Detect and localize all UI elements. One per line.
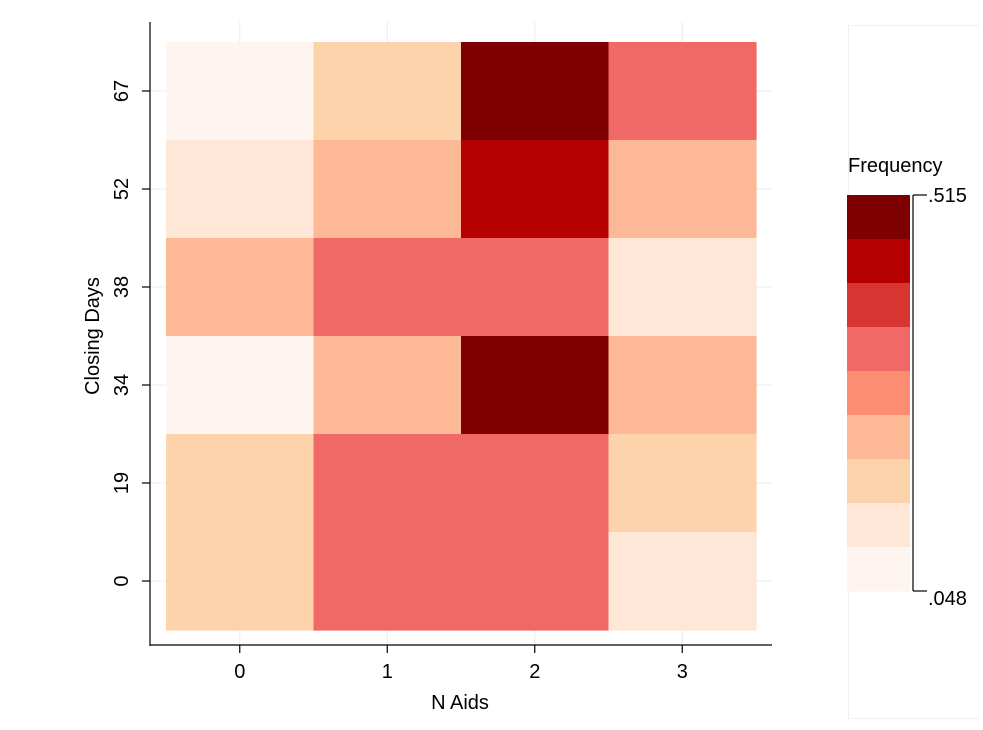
- heatmap-cell: [461, 140, 610, 239]
- heatmap-cell: [461, 434, 610, 533]
- heatmap-cell: [166, 238, 315, 337]
- y-tick-label: 38: [111, 276, 133, 298]
- y-tick-label: 34: [111, 374, 133, 396]
- heatmap-cell: [461, 42, 610, 141]
- heatmap-cell: [166, 140, 315, 239]
- heatmap-cell: [166, 434, 315, 533]
- legend-swatch: [847, 239, 910, 284]
- legend-swatch: [847, 371, 910, 416]
- heatmap-cell: [608, 434, 757, 533]
- legend-swatch: [847, 503, 910, 548]
- legend-swatch: [847, 459, 910, 504]
- heatmap-cell: [313, 434, 462, 533]
- heatmap-cell: [608, 336, 757, 435]
- legend-swatch: [847, 415, 910, 460]
- heatmap-cell: [461, 336, 610, 435]
- heatmap-cell: [166, 42, 315, 141]
- legend-swatch: [847, 547, 910, 592]
- x-axis-title: N Aids: [431, 692, 489, 714]
- legend-swatch: [847, 327, 910, 372]
- legend-swatch: [847, 195, 910, 240]
- heatmap-cell: [313, 532, 462, 631]
- legend-title: Frequency: [848, 155, 943, 177]
- heatmap-cell: [608, 238, 757, 337]
- heatmap-cell: [608, 532, 757, 631]
- heatmap-cell: [608, 42, 757, 141]
- legend-swatch: [847, 283, 910, 328]
- x-tick-label: 1: [382, 661, 393, 683]
- heatmap-cell: [461, 532, 610, 631]
- heatmap-cell: [313, 336, 462, 435]
- y-axis-title: Closing Days: [82, 277, 104, 395]
- heatmap-cell: [608, 140, 757, 239]
- y-tick-label: 19: [111, 472, 133, 494]
- heatmap-cell: [313, 42, 462, 141]
- y-tick-label: 67: [111, 80, 133, 102]
- legend-min-label: .048: [928, 588, 967, 610]
- x-tick-label: 0: [234, 661, 245, 683]
- x-tick-label: 2: [529, 661, 540, 683]
- x-tick-label: 3: [677, 661, 688, 683]
- y-tick-label: 52: [111, 178, 133, 200]
- heatmap-cell: [461, 238, 610, 337]
- y-tick-label: 0: [111, 575, 133, 586]
- heatmap-cell: [166, 532, 315, 631]
- heatmap-cell: [313, 238, 462, 337]
- legend-max-label: .515: [928, 185, 967, 207]
- heatmap-cell: [166, 336, 315, 435]
- heatmap-cell: [313, 140, 462, 239]
